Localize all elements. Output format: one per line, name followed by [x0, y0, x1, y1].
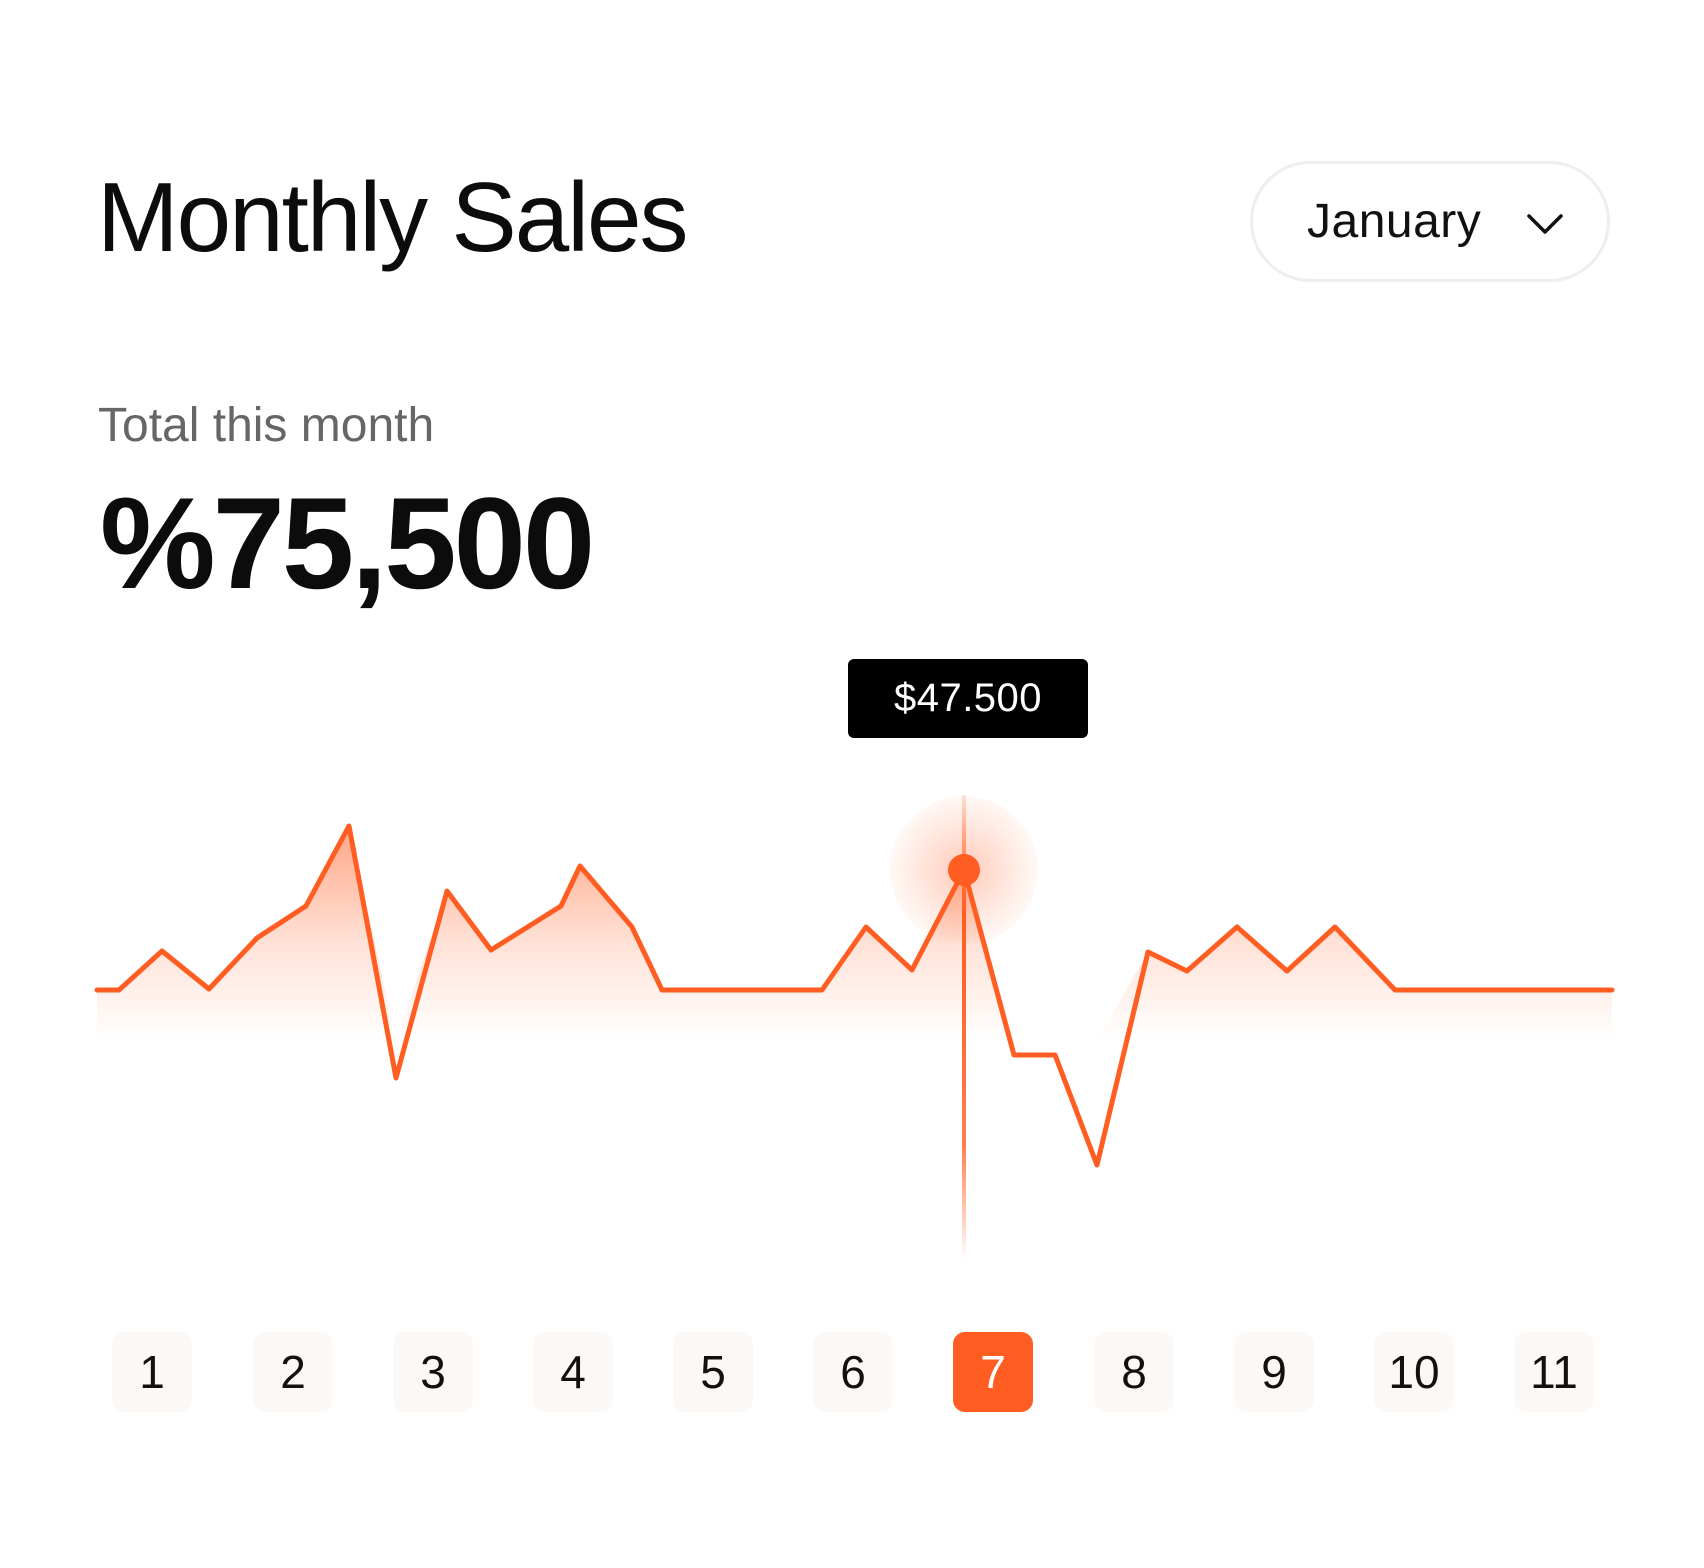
highlight-point[interactable]	[948, 854, 980, 886]
chevron-down-icon	[1527, 214, 1563, 234]
day-button-4[interactable]: 4	[533, 1332, 613, 1412]
highlight-line	[962, 795, 966, 1260]
value-tooltip: $47.500	[848, 659, 1088, 738]
page-title: Monthly Sales	[97, 162, 689, 272]
day-button-11[interactable]: 11	[1514, 1332, 1594, 1412]
chart-area-fill	[97, 826, 1612, 1040]
month-select-value: January	[1307, 195, 1482, 248]
day-selector: 1 2 3 4 5 6 7 8 9 10 11	[0, 1332, 1704, 1412]
day-button-6[interactable]: 6	[813, 1332, 893, 1412]
total-label: Total this month	[98, 399, 435, 452]
month-select[interactable]: January	[1250, 161, 1610, 282]
day-button-8[interactable]: 8	[1094, 1332, 1174, 1412]
day-button-5[interactable]: 5	[673, 1332, 753, 1412]
day-button-7[interactable]: 7	[953, 1332, 1033, 1412]
day-button-3[interactable]: 3	[393, 1332, 473, 1412]
total-value: %75,500	[100, 470, 595, 616]
day-button-10[interactable]: 10	[1374, 1332, 1454, 1412]
sales-chart	[94, 795, 1615, 1260]
day-button-9[interactable]: 9	[1234, 1332, 1314, 1412]
day-button-1[interactable]: 1	[112, 1332, 192, 1412]
day-button-2[interactable]: 2	[253, 1332, 333, 1412]
chart-line	[94, 823, 1615, 1168]
